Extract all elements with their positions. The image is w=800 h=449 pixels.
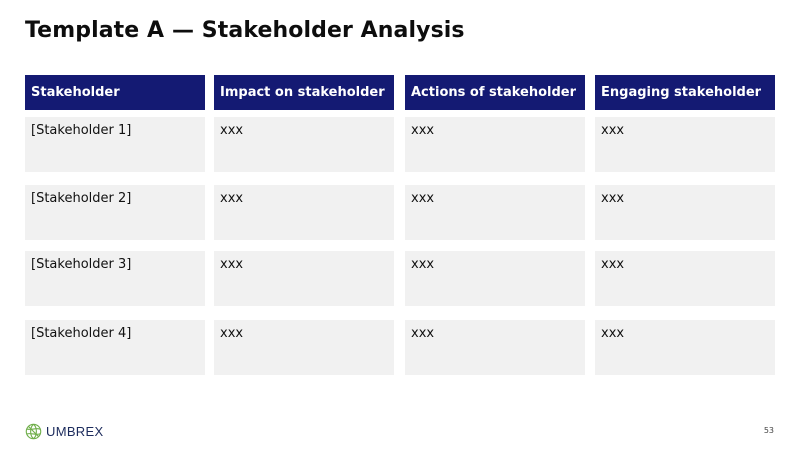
page-number: 53 — [763, 426, 774, 435]
table-cell-engaging: xxx — [595, 251, 775, 306]
table-cell-actions: xxx — [405, 185, 585, 240]
table-cell-stakeholder: [Stakeholder 3] — [25, 251, 205, 306]
table-cell-actions: xxx — [405, 320, 585, 375]
table-cell-engaging: xxx — [595, 320, 775, 375]
umbrex-logo: UMBREX — [25, 423, 103, 440]
logo-wordmark: UMBREX — [46, 424, 104, 439]
table-cell-impact: xxx — [214, 251, 394, 306]
umbrex-globe-icon — [25, 423, 42, 440]
table-cell-stakeholder: [Stakeholder 4] — [25, 320, 205, 375]
table-cell-engaging: xxx — [595, 117, 775, 172]
table-cell-stakeholder: [Stakeholder 1] — [25, 117, 205, 172]
table-cell-impact: xxx — [214, 185, 394, 240]
table-header-engaging: Engaging stakeholder — [595, 75, 775, 110]
table-cell-actions: xxx — [405, 117, 585, 172]
table-header-impact: Impact on stakeholder — [214, 75, 394, 110]
table-cell-impact: xxx — [214, 320, 394, 375]
table-header-stakeholder: Stakeholder — [25, 75, 205, 110]
table-cell-actions: xxx — [405, 251, 585, 306]
page-title: Template A — Stakeholder Analysis — [25, 18, 465, 43]
table-cell-stakeholder: [Stakeholder 2] — [25, 185, 205, 240]
table-cell-engaging: xxx — [595, 185, 775, 240]
table-cell-impact: xxx — [214, 117, 394, 172]
table-header-actions: Actions of stakeholder — [405, 75, 585, 110]
